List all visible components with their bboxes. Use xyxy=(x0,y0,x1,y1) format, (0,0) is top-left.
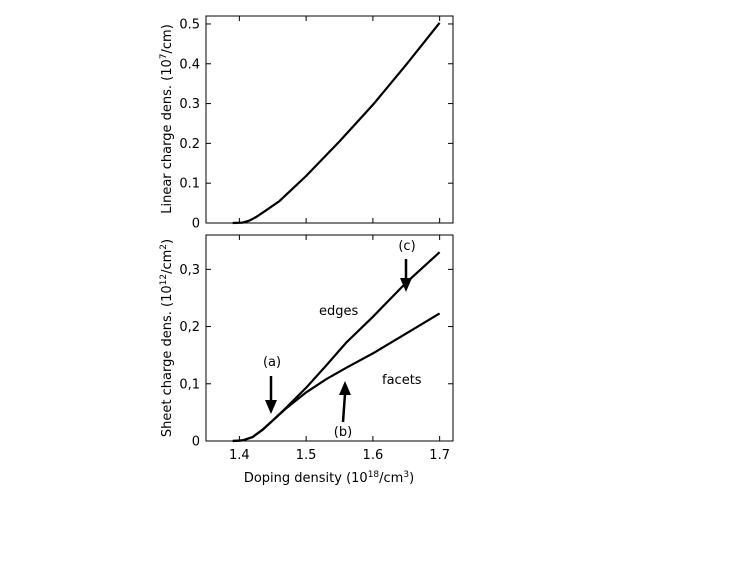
top-y-ticks: 0 0.1 0.2 0.3 0.4 0.5 xyxy=(179,17,453,232)
top-y-axis-label: Linear charge dens. (107/cm) xyxy=(159,24,175,214)
bottom-y-axis-label: Sheet charge dens. (1012/cm2) xyxy=(159,239,175,437)
top-y-tick-label: 0.2 xyxy=(179,137,200,152)
top-y-tick-label: 0 xyxy=(192,217,200,232)
bottom-x-tick-label: 1.6 xyxy=(363,448,384,463)
top-y-tick-label: 0.1 xyxy=(179,177,200,192)
bottom-x-ticks: 1.4 1.5 1.6 1.7 xyxy=(229,235,450,463)
arrow-b: (b) xyxy=(334,381,352,440)
annotation-c: (c) xyxy=(398,239,415,254)
bottom-plot-frame xyxy=(205,234,454,442)
bottom-y-tick-label: 0,3 xyxy=(179,263,200,278)
top-y-tick-label: 0.3 xyxy=(179,97,200,112)
bottom-x-tick-label: 1.7 xyxy=(429,448,450,463)
facets-label: facets xyxy=(382,373,422,388)
top-y-tick-label: 0.5 xyxy=(179,17,200,32)
bottom-y-tick-label: 0 xyxy=(192,435,200,450)
top-panel: 0 0.1 0.2 0.3 0.4 0.5 Linear charge dens. (10… xyxy=(159,15,454,232)
arrow-c: (c) xyxy=(398,239,416,292)
bottom-y-ticks: 0 0,1 0,2 0,3 xyxy=(179,263,453,450)
bottom-y-tick-label: 0,2 xyxy=(179,320,200,335)
top-plot-frame xyxy=(205,15,454,224)
arrow-a: (a) xyxy=(263,355,281,414)
annotation-b: (b) xyxy=(334,425,352,440)
annotation-a: (a) xyxy=(263,355,281,370)
bottom-y-tick-label: 0,1 xyxy=(179,377,200,392)
x-axis-label: Doping density (1018/cm3) xyxy=(244,470,414,486)
edges-label: edges xyxy=(319,304,359,319)
bottom-panel: 0 0,1 0,2 0,3 1.4 1.5 1.6 1.7 edges facets (a)… xyxy=(159,234,454,486)
top-y-tick-label: 0.4 xyxy=(179,57,200,72)
facets-curve xyxy=(232,312,441,443)
bottom-x-tick-label: 1.4 xyxy=(229,448,250,463)
linear-charge-curve xyxy=(232,22,441,225)
bottom-x-tick-label: 1.5 xyxy=(296,448,317,463)
top-x-ticks xyxy=(238,16,441,223)
